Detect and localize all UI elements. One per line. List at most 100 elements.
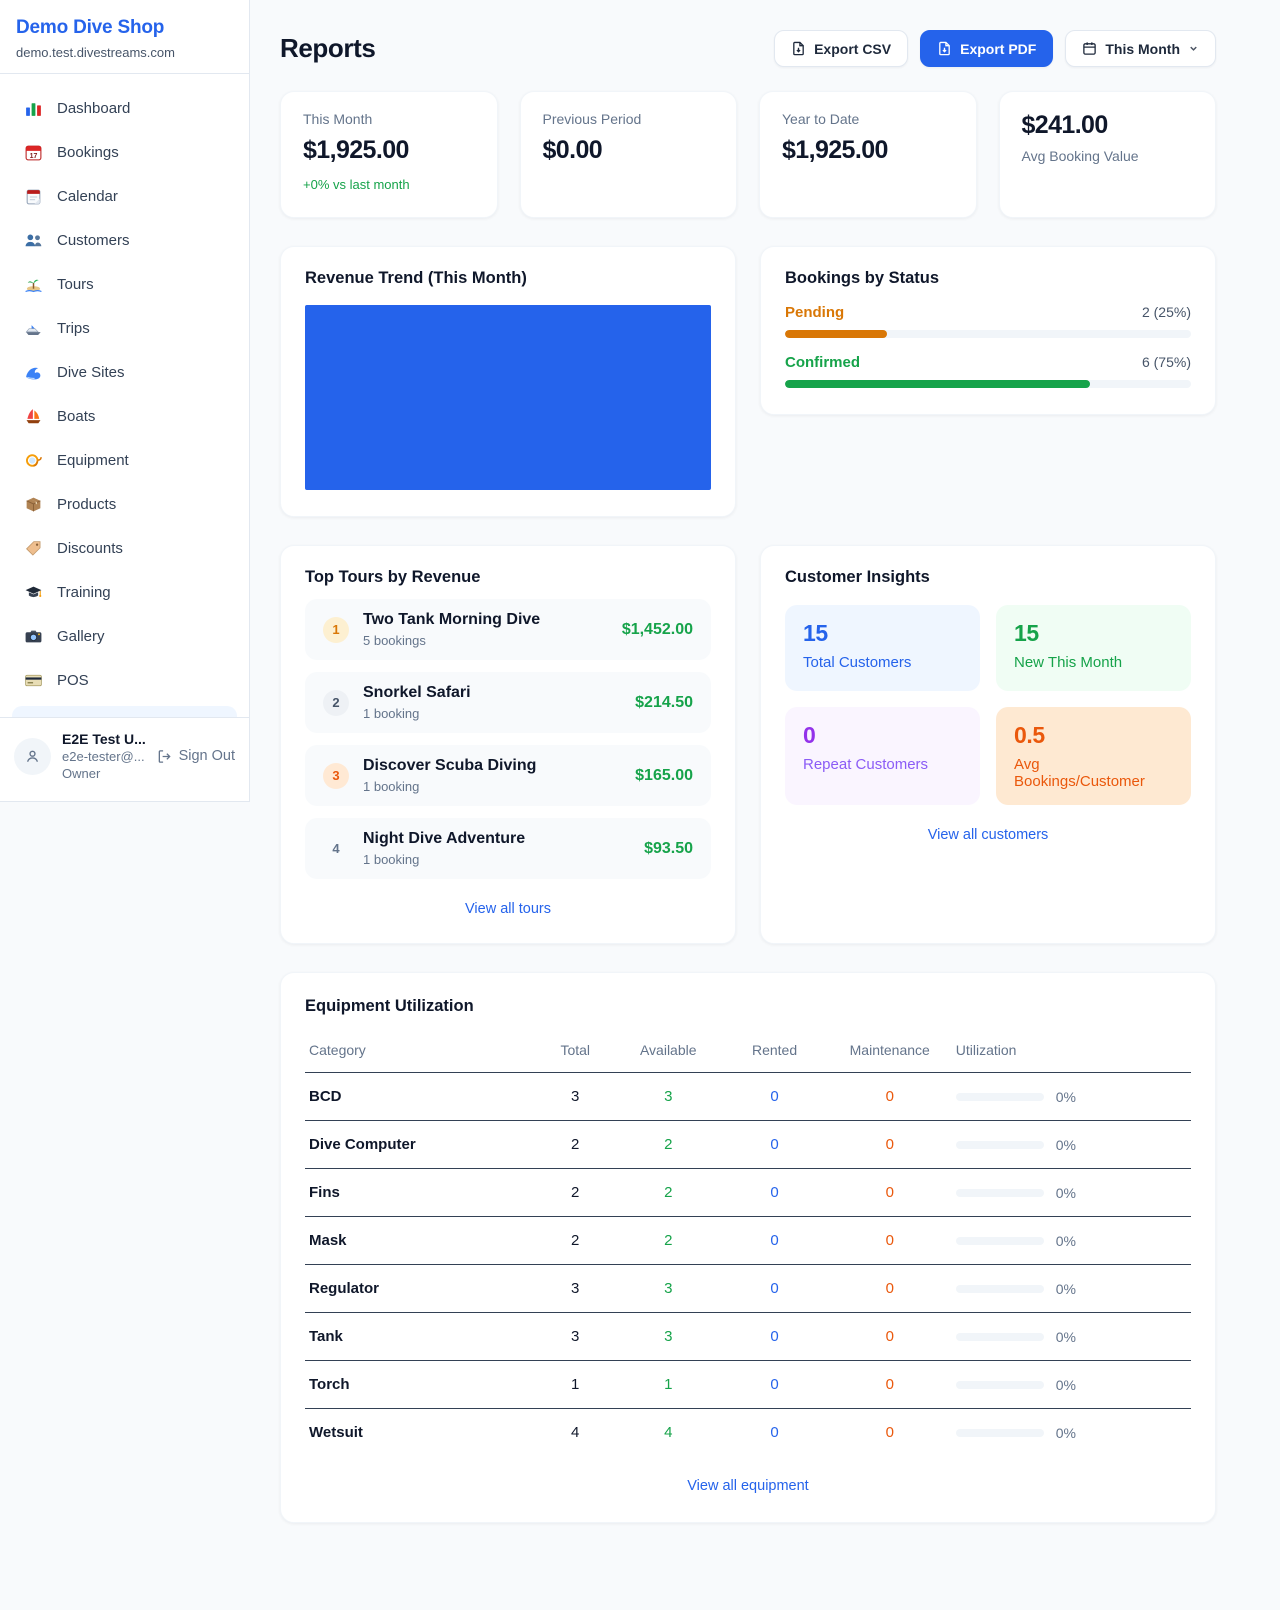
sidebar-item-training[interactable]: Training bbox=[12, 574, 237, 611]
cell-maintenance: 0 bbox=[827, 1168, 952, 1217]
stat-value: $1,925.00 bbox=[303, 136, 409, 164]
column-header-utilization: Utilization bbox=[951, 1032, 1191, 1073]
tour-name: Discover Scuba Diving bbox=[363, 757, 537, 774]
sidebar-item-equipment[interactable]: Equipment bbox=[12, 442, 237, 479]
tour-row: 1 Two Tank Morning Dive 5 bookings $1,45… bbox=[305, 599, 711, 660]
period-dropdown[interactable]: This Month bbox=[1065, 30, 1216, 67]
user-info: E2E Test U... e2e-tester@... Owner bbox=[62, 731, 146, 781]
sidebar-item-label: Dive Sites bbox=[57, 364, 125, 381]
sidebar-item-discounts[interactable]: Discounts bbox=[12, 530, 237, 567]
cell-category: Torch bbox=[305, 1360, 536, 1409]
sidebar-item-boats[interactable]: Boats bbox=[12, 398, 237, 435]
sidebar-item-trips[interactable]: Trips bbox=[12, 310, 237, 347]
sidebar-item-gallery[interactable]: Gallery bbox=[12, 618, 237, 655]
cell-total: 3 bbox=[535, 1264, 616, 1313]
sidebar-item-dashboard[interactable]: Dashboard bbox=[12, 90, 237, 127]
cell-total: 3 bbox=[535, 1312, 616, 1361]
view-all-tours-link[interactable]: View all tours bbox=[465, 901, 551, 917]
cell-rented: 0 bbox=[721, 1264, 828, 1313]
sidebar-item-products[interactable]: Products bbox=[12, 486, 237, 523]
sidebar-item-label: Calendar bbox=[57, 188, 118, 205]
cell-total: 3 bbox=[535, 1072, 616, 1121]
insight-tiles: 15 Total Customers 15 New This Month 0 R… bbox=[785, 605, 1191, 805]
brand-block: Demo Dive Shop demo.test.divestreams.com bbox=[0, 0, 249, 74]
tile-total-customers: 15 Total Customers bbox=[785, 605, 980, 691]
equipment-title: Equipment Utilization bbox=[305, 997, 474, 1015]
equipment-icon bbox=[24, 451, 43, 470]
brand-name[interactable]: Demo Dive Shop bbox=[16, 17, 165, 38]
status-row-confirmed: Confirmed 6 (75%) bbox=[785, 354, 1191, 388]
bookings-icon: 17 bbox=[24, 143, 43, 162]
cell-total: 2 bbox=[535, 1120, 616, 1169]
tile-new-this-month: 15 New This Month bbox=[996, 605, 1191, 691]
sidebar-item-customers[interactable]: Customers bbox=[12, 222, 237, 259]
export-csv-button[interactable]: Export CSV bbox=[774, 30, 909, 67]
stat-label: Year to Date bbox=[782, 111, 860, 127]
cell-rented: 0 bbox=[721, 1360, 828, 1409]
view-all-customers-link[interactable]: View all customers bbox=[927, 827, 1049, 843]
status-bar-track bbox=[785, 330, 1191, 338]
discounts-icon bbox=[24, 539, 43, 558]
status-label: Confirmed bbox=[785, 354, 860, 371]
sidebar-item-label: Tours bbox=[57, 276, 94, 293]
tour-bookings: 1 booking bbox=[363, 779, 420, 794]
utilization-bar bbox=[955, 1380, 1044, 1389]
tile-value: 15 bbox=[803, 620, 828, 646]
utilization-bar bbox=[955, 1092, 1044, 1101]
header-actions: Export CSV Export PDF This Month bbox=[774, 30, 1216, 67]
column-header-available: Available bbox=[615, 1032, 722, 1073]
tour-amount: $165.00 bbox=[635, 766, 693, 784]
dive-sites-icon bbox=[24, 363, 43, 382]
export-pdf-button[interactable]: Export PDF bbox=[920, 30, 1054, 67]
sidebar-item-label: POS bbox=[57, 672, 89, 689]
tour-bookings: 5 bookings bbox=[363, 633, 426, 648]
calendar-outline-icon bbox=[1083, 42, 1097, 55]
tours-icon bbox=[24, 275, 43, 294]
sign-out-button[interactable]: Sign Out bbox=[157, 748, 235, 764]
sidebar-item-calendar[interactable]: Calendar bbox=[12, 178, 237, 215]
column-header-maintenance: Maintenance bbox=[827, 1032, 952, 1073]
cell-available: 2 bbox=[615, 1216, 722, 1265]
status-bar-fill bbox=[785, 330, 887, 338]
file-down-icon bbox=[793, 41, 804, 56]
utilization-bar bbox=[955, 1284, 1044, 1293]
tile-repeat-customers: 0 Repeat Customers bbox=[785, 707, 980, 805]
sidebar-item-label: Dashboard bbox=[57, 100, 131, 117]
status-row-pending: Pending 2 (25%) bbox=[785, 304, 1191, 338]
export-pdf-label: Export PDF bbox=[960, 40, 1037, 57]
table-row: Tank 3 3 0 0 0% bbox=[305, 1312, 1191, 1361]
cell-rented: 0 bbox=[770, 1424, 779, 1441]
sidebar-item-label: Boats bbox=[57, 408, 96, 425]
utilization-cell: 0% bbox=[955, 1376, 1187, 1393]
view-all-equipment-link[interactable]: View all equipment bbox=[687, 1478, 809, 1494]
sidebar-item-bookings[interactable]: 17 Bookings bbox=[12, 134, 237, 171]
sidebar-item-label: Equipment bbox=[57, 452, 129, 469]
status-label: Pending bbox=[785, 304, 845, 321]
sidebar-item-tours[interactable]: Tours bbox=[12, 266, 237, 303]
rank-badge: 3 bbox=[323, 762, 349, 789]
cell-available: 1 bbox=[615, 1360, 722, 1409]
stat-delta: +0% vs last month bbox=[303, 177, 410, 192]
top-tours-title: Top Tours by Revenue bbox=[305, 568, 481, 586]
tile-value: 15 bbox=[1014, 620, 1039, 646]
utilization-percent: 0% bbox=[1055, 1328, 1076, 1345]
tile-avg-bookings-customer: 0.5 Avg Bookings/Customer bbox=[996, 707, 1191, 805]
active-nav-highlight bbox=[12, 706, 237, 717]
cell-maintenance: 0 bbox=[827, 1072, 952, 1121]
rank-badge: 2 bbox=[323, 689, 349, 716]
equipment-table: Category Total Available Rented Maintena… bbox=[305, 1032, 1191, 1456]
utilization-bar bbox=[955, 1332, 1044, 1341]
cell-rented: 0 bbox=[721, 1168, 828, 1217]
utilization-percent: 0% bbox=[1055, 1376, 1076, 1393]
main-content: Reports Export CSV Export PDF This Month bbox=[250, 0, 1280, 1565]
utilization-bar bbox=[955, 1140, 1044, 1149]
sidebar-item-pos[interactable]: POS bbox=[12, 662, 237, 699]
sidebar-item-dive-sites[interactable]: Dive Sites bbox=[12, 354, 237, 391]
status-value: 2 (25%) bbox=[1141, 304, 1191, 320]
cell-total: 4 bbox=[571, 1424, 580, 1441]
boats-icon bbox=[24, 407, 43, 426]
sidebar-item-label: Training bbox=[57, 584, 111, 601]
cell-maintenance: 0 bbox=[885, 1424, 894, 1441]
utilization-cell: 0% bbox=[955, 1328, 1187, 1345]
sidebar-item-label: Bookings bbox=[57, 144, 119, 161]
